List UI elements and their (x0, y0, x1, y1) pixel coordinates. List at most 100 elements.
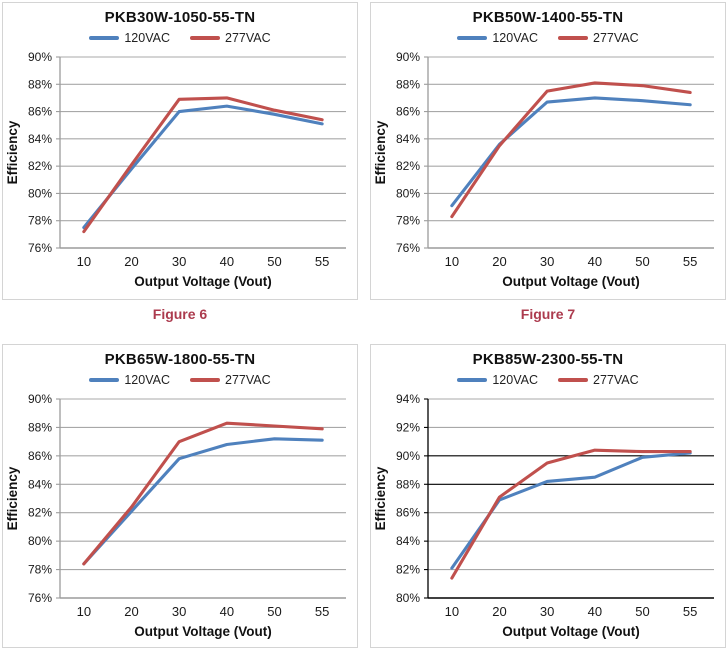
x-tick-label: 10 (445, 604, 459, 619)
x-axis-title: Output Voltage (Vout) (134, 274, 271, 289)
figure-caption: Figure 7 (520, 306, 576, 322)
series-line-120vac (82, 437, 324, 566)
legend-line-swatch-120vac (89, 36, 120, 40)
x-tick-label: 20 (492, 254, 506, 269)
y-axis-title: Efficiency (5, 466, 20, 530)
y-tick-label: 82% (28, 159, 52, 173)
legend-line-swatch-277vac (558, 378, 588, 382)
y-tick-label: 84% (396, 534, 420, 548)
y-tick-label: 86% (396, 506, 420, 520)
y-tick-label: 76% (28, 591, 52, 605)
y-tick-label: 82% (396, 159, 420, 173)
y-tick-label: 88% (28, 420, 52, 434)
y-tick-label: 80% (28, 534, 52, 548)
series-line-277vac (450, 448, 692, 580)
legend-item-277vac: 277VAC (190, 31, 271, 45)
y-tick-label: 82% (396, 563, 420, 577)
legend-line-swatch-277vac (190, 36, 220, 40)
legend-item-120vac: 120VAC (457, 373, 538, 387)
y-tick-label: 76% (28, 241, 52, 255)
x-tick-label: 10 (445, 254, 459, 269)
x-tick-label: 30 (540, 604, 554, 619)
y-tick-label: 80% (396, 186, 420, 200)
line-chart-pkb65w: 76% 78% 80% 82% 84% 86% 88% 90% 10 20 30 40 50 55 Outp… (5, 392, 346, 639)
x-tick-label: 40 (588, 604, 602, 619)
legend-label-120vac: 120VAC (492, 373, 538, 387)
legend-label-277vac: 277VAC (225, 373, 271, 387)
chart-panel-pkb65w: PKB65W-1800-55-TN 120VAC 277VAC 76% 78% 80… (2, 344, 358, 648)
y-tick-label: 84% (28, 132, 52, 146)
series-line-120vac (82, 104, 324, 230)
legend-line-swatch-277vac (558, 36, 588, 40)
y-tick-label: 84% (396, 132, 420, 146)
chart-legend: 120VAC 277VAC (371, 371, 725, 389)
x-tick-label: 10 (77, 254, 91, 269)
line-chart-pkb85w: 80% 82% 84% 86% 88% 90% 92% 94% 10 20 30 40 50 55 Outp… (373, 392, 714, 639)
series-line-120vac (450, 451, 692, 570)
figure-caption: Figure 6 (152, 306, 208, 322)
y-tick-label: 86% (396, 105, 420, 119)
chart-legend: 120VAC 277VAC (371, 29, 725, 47)
chart-title: PKB85W-2300-55-TN (472, 351, 624, 368)
line-chart-pkb30w: 76% 78% 80% 82% 84% 86% 88% 90% 10 20 30 40 50 55 Outp… (5, 50, 346, 289)
x-axis-title: Output Voltage (Vout) (502, 624, 639, 639)
x-tick-label: 10 (77, 604, 91, 619)
x-tick-label: 40 (220, 254, 234, 269)
chart-title: PKB30W-1050-55-TN (104, 9, 256, 26)
x-tick-label: 55 (315, 254, 329, 269)
x-tick-label: 55 (683, 604, 697, 619)
legend-line-swatch-277vac (190, 378, 220, 382)
chart-panel-pkb85w: PKB85W-2300-55-TN 120VAC 277VAC 80% 82% 84… (370, 344, 726, 648)
y-tick-label: 90% (396, 449, 420, 463)
legend-line-swatch-120vac (89, 378, 120, 382)
legend-label-120vac: 120VAC (124, 31, 170, 45)
series-line-277vac (82, 96, 324, 234)
legend-label-277vac: 277VAC (593, 373, 639, 387)
chart-panel-pkb30w: PKB30W-1050-55-TN 120VAC 277VAC 76% 78% 80… (2, 2, 358, 300)
y-tick-label: 94% (396, 392, 420, 406)
legend-item-277vac: 277VAC (558, 31, 639, 45)
x-tick-label: 55 (315, 604, 329, 619)
y-tick-label: 88% (396, 77, 420, 91)
x-tick-label: 50 (267, 254, 281, 269)
legend-item-120vac: 120VAC (89, 31, 170, 45)
x-axis-title: Output Voltage (Vout) (502, 274, 639, 289)
x-tick-label: 20 (124, 254, 138, 269)
legend-line-swatch-120vac (457, 378, 488, 382)
legend-line-swatch-120vac (457, 36, 488, 40)
series-line-277vac (450, 81, 692, 219)
y-tick-label: 80% (28, 186, 52, 200)
y-tick-label: 82% (28, 506, 52, 520)
chart-legend: 120VAC 277VAC (3, 371, 357, 389)
y-tick-label: 90% (28, 50, 52, 64)
x-tick-label: 20 (124, 604, 138, 619)
x-tick-label: 50 (635, 254, 649, 269)
x-tick-label: 50 (635, 604, 649, 619)
chart-panel-pkb50w: PKB50W-1400-55-TN 120VAC 277VAC 76% 78% 80… (370, 2, 726, 300)
chart-title: PKB65W-1800-55-TN (104, 351, 256, 368)
legend-item-277vac: 277VAC (190, 373, 271, 387)
x-tick-label: 55 (683, 254, 697, 269)
x-tick-label: 30 (540, 254, 554, 269)
legend-item-120vac: 120VAC (457, 31, 538, 45)
y-tick-label: 88% (28, 77, 52, 91)
legend-item-120vac: 120VAC (89, 373, 170, 387)
x-tick-label: 30 (172, 604, 186, 619)
y-axis-title: Efficiency (373, 120, 388, 184)
legend-label-120vac: 120VAC (124, 373, 170, 387)
series-line-277vac (82, 421, 324, 566)
legend-item-277vac: 277VAC (558, 373, 639, 387)
y-tick-label: 86% (28, 105, 52, 119)
y-tick-label: 76% (396, 241, 420, 255)
x-tick-label: 40 (588, 254, 602, 269)
y-tick-label: 90% (396, 50, 420, 64)
y-tick-label: 78% (28, 563, 52, 577)
chart-title: PKB50W-1400-55-TN (472, 9, 624, 26)
y-tick-label: 78% (396, 214, 420, 228)
y-tick-label: 84% (28, 477, 52, 491)
y-tick-label: 80% (396, 591, 420, 605)
y-tick-label: 88% (396, 477, 420, 491)
legend-label-277vac: 277VAC (593, 31, 639, 45)
y-tick-label: 78% (28, 214, 52, 228)
